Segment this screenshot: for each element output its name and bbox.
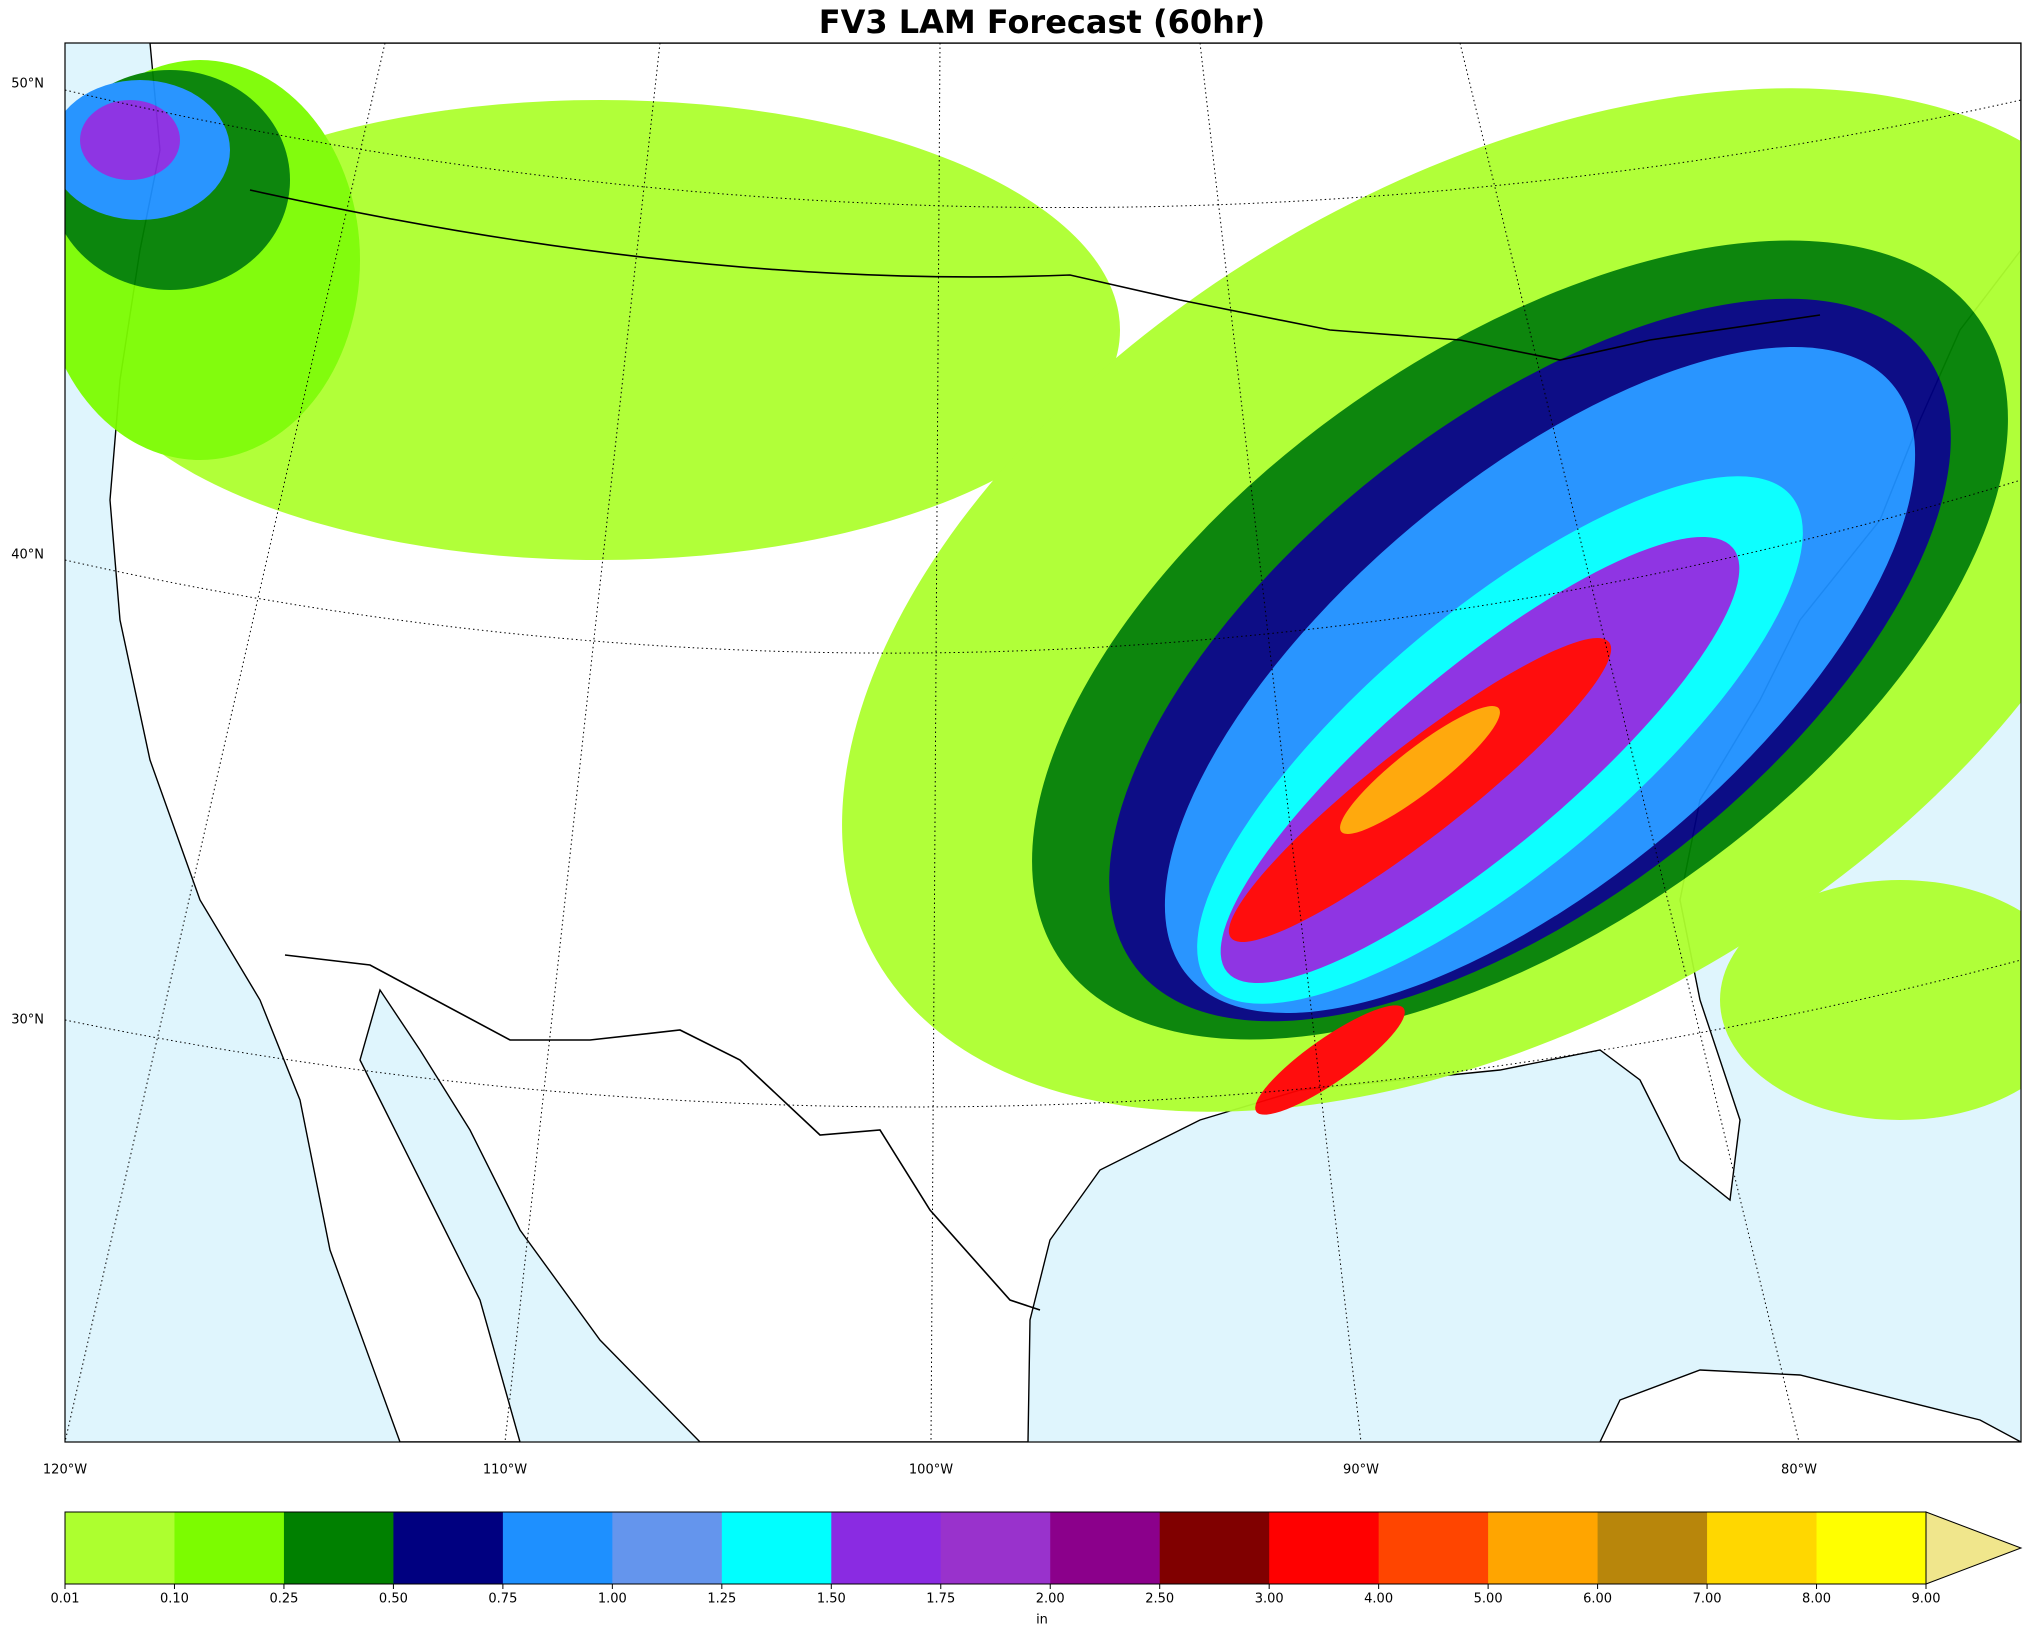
precip-area	[1720, 880, 2021, 1120]
colorbar-swatch	[174, 1512, 285, 1584]
precip-area	[80, 100, 180, 180]
colorbar-tick-label: 9.00	[1912, 1592, 1941, 1607]
colorbar-tick-label: 6.00	[1583, 1592, 1612, 1607]
lon-label: 100°W	[909, 1463, 953, 1478]
colorbar-tick-label: 3.00	[1255, 1592, 1284, 1607]
graticule	[65, 43, 386, 1442]
colorbar-unit: in	[1036, 1613, 1048, 1628]
map	[65, 43, 2021, 1442]
colorbar-tick-label: 1.25	[707, 1592, 736, 1607]
lat-label: 50°N	[11, 77, 44, 92]
colorbar-tick-label: 1.75	[926, 1592, 955, 1607]
colorbar-swatch	[1816, 1512, 1927, 1584]
map-frame	[64, 42, 2022, 1443]
lon-label: 90°W	[1343, 1463, 1379, 1478]
colorbar-swatch	[502, 1512, 613, 1584]
colorbar-swatch	[1707, 1512, 1818, 1584]
precip	[65, 60, 2021, 1120]
lon-label: 80°W	[1781, 1463, 1817, 1478]
colorbar-swatch	[1597, 1512, 1708, 1584]
colorbar-swatch	[612, 1512, 723, 1584]
land	[1599, 1369, 2021, 1442]
colorbar-extension	[1925, 1511, 2023, 1585]
colorbar-swatch	[1050, 1512, 1161, 1584]
graticule	[1199, 43, 1362, 1442]
colorbar-swatch	[940, 1512, 1051, 1584]
lat-label: 40°N	[11, 548, 44, 563]
colorbar-tick-label: 4.00	[1364, 1592, 1393, 1607]
colorbar-swatch	[1488, 1512, 1599, 1584]
lon-label: 120°W	[43, 1463, 87, 1478]
colorbar-tick-label: 8.00	[1802, 1592, 1831, 1607]
lon-label: 110°W	[483, 1463, 527, 1478]
border	[249, 189, 1821, 361]
colorbar-swatch	[1269, 1512, 1380, 1584]
colorbar-swatch	[1378, 1512, 1489, 1584]
title: FV3 LAM Forecast (60hr)	[819, 3, 1266, 41]
precip-area	[1340, 706, 1500, 834]
colorbar-tick-label: 0.10	[160, 1592, 189, 1607]
graticule	[930, 43, 941, 1442]
colorbar-tick-label: 5.00	[1474, 1592, 1503, 1607]
colorbar-tick-label: 7.00	[1693, 1592, 1722, 1607]
colorbar-swatch	[65, 1512, 175, 1584]
colorbar-frame	[64, 1511, 1927, 1585]
colorbar-tick-label: 1.00	[598, 1592, 627, 1607]
colorbar-swatch	[1159, 1512, 1270, 1584]
graticule	[65, 959, 2021, 1108]
lat-label: 30°N	[11, 1013, 44, 1028]
colorbar-tick-label: 1.50	[817, 1592, 846, 1607]
colorbar-swatch	[393, 1512, 504, 1584]
colorbar-swatch	[831, 1512, 942, 1584]
colorbar-swatch	[721, 1512, 832, 1584]
precip-area	[1255, 1005, 1405, 1115]
colorbar-tick-label: 0.75	[488, 1592, 517, 1607]
colorbar-tick-label: 0.01	[51, 1592, 80, 1607]
graticule	[65, 89, 2021, 209]
graticule	[1459, 43, 1800, 1442]
colorbar-tick-label: 0.25	[269, 1592, 298, 1607]
colorbar-swatch	[283, 1512, 394, 1584]
colorbar-tick-label: 0.50	[379, 1592, 408, 1607]
colorbar-tick-label: 2.00	[1036, 1592, 1065, 1607]
colorbar-tick-label: 2.50	[1145, 1592, 1174, 1607]
border	[284, 954, 1041, 1311]
graticule	[504, 43, 661, 1442]
